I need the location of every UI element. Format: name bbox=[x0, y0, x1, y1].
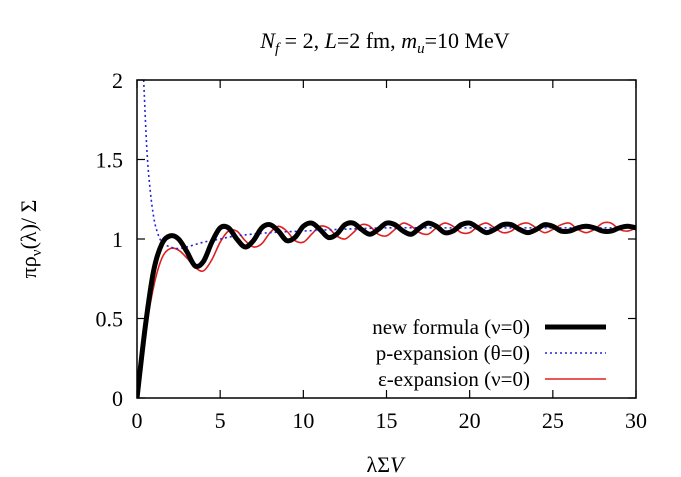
x-axis-label: λΣV bbox=[367, 452, 406, 477]
legend-label: p-expansion (θ=0) bbox=[376, 341, 530, 365]
legend: new formula (ν=0)p-expansion (θ=0)ε-expa… bbox=[372, 315, 606, 391]
x-tick-label: 30 bbox=[625, 408, 647, 433]
y-tick-label: 2 bbox=[112, 68, 123, 93]
y-tick-label: 1.5 bbox=[96, 148, 124, 173]
x-tick-label: 25 bbox=[542, 408, 564, 433]
plot-area bbox=[137, 80, 636, 398]
chart-title: Nf = 2, L=2 fm, mu=10 MeV bbox=[259, 28, 510, 57]
series-line-2 bbox=[137, 221, 636, 398]
y-tick-label: 0.5 bbox=[96, 307, 124, 332]
series-line-0 bbox=[137, 220, 636, 398]
x-tick-label: 0 bbox=[132, 408, 143, 433]
legend-label: new formula (ν=0) bbox=[372, 315, 530, 339]
x-tick-label: 15 bbox=[376, 408, 398, 433]
axis-ticks: 0 5 10 15 20 25 30 0 0.5 1 1.5 2 bbox=[96, 68, 648, 433]
y-tick-label: 1 bbox=[112, 227, 123, 252]
x-tick-label: 20 bbox=[459, 408, 481, 433]
legend-label: ε-expansion (ν=0) bbox=[378, 367, 530, 391]
y-axis-label: πρν(λ)/ Σ bbox=[16, 200, 45, 279]
series-line-1 bbox=[142, 80, 636, 250]
y-tick-label: 0 bbox=[112, 386, 123, 411]
x-tick-label: 5 bbox=[215, 408, 226, 433]
x-tick-label: 10 bbox=[292, 408, 314, 433]
